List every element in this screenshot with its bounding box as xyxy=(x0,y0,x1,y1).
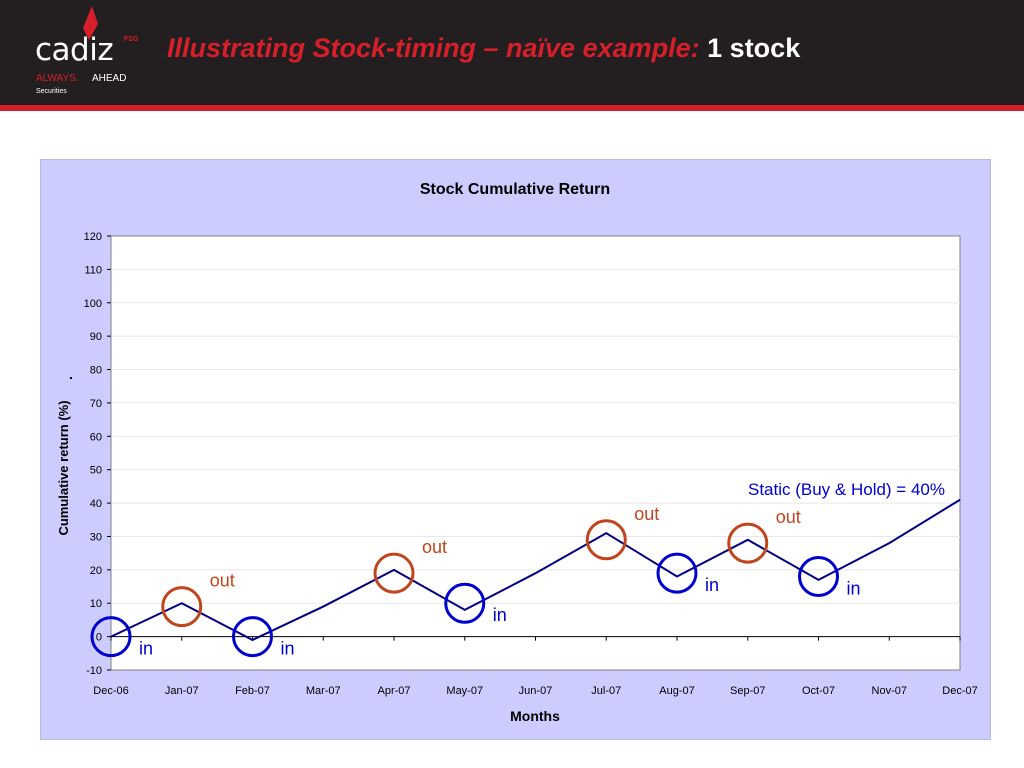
x-tick-label: Dec-07 xyxy=(942,685,977,697)
x-tick-label: Apr-07 xyxy=(377,685,410,697)
out-signal-circle xyxy=(161,586,203,628)
y-tick-label: 60 xyxy=(90,431,102,443)
buy-hold-note: Static (Buy & Hold) = 40% xyxy=(748,480,945,499)
y-axis-label: Cumulative return (%) xyxy=(56,400,71,535)
slide-title-white: 1 stock xyxy=(707,33,801,63)
in-signal-label: in xyxy=(281,639,295,659)
out-signal-label: out xyxy=(422,537,447,557)
flame-icon xyxy=(83,6,98,40)
x-tick-label: Feb-07 xyxy=(235,685,270,697)
y-axis-label-mark: . xyxy=(59,376,75,380)
logo-always: ALWAYS. xyxy=(36,73,79,84)
stock-return-chart: -10 0 10 20 30 40 50 60 70 80 90 100 110 120 Dec-06 Jan… xyxy=(56,181,978,724)
slide-title: Illustrating Stock-timing – naïve exampl… xyxy=(167,33,800,64)
out-signal-label: out xyxy=(776,507,801,527)
chart-panel: -10 0 10 20 30 40 50 60 70 80 90 100 110 120 Dec-06 Jan… xyxy=(40,159,991,740)
in-signal-label: in xyxy=(847,579,861,599)
y-tick-label: 30 xyxy=(90,531,102,543)
x-tick-label: Jul-07 xyxy=(591,685,621,697)
x-tick-label: Nov-07 xyxy=(872,685,907,697)
y-tick-label: 80 xyxy=(90,365,102,377)
in-signal-label: in xyxy=(705,575,719,595)
x-tick-label: Jun-07 xyxy=(519,685,553,697)
y-tick-label: -10 xyxy=(86,665,102,677)
in-signal-circle xyxy=(656,552,698,594)
in-signal-circle xyxy=(444,582,486,624)
out-signal-circle xyxy=(585,519,627,561)
logo-securities: Securities xyxy=(36,88,67,95)
y-tick-label: 10 xyxy=(90,598,102,610)
cadiz-logo: cadiz FSG ALWAYS. AHEAD Securities xyxy=(35,6,165,101)
y-tick-label: 100 xyxy=(84,298,102,310)
y-tick-label: 70 xyxy=(90,398,102,410)
in-signal-label: in xyxy=(139,639,153,659)
y-tick-label: 20 xyxy=(90,565,102,577)
in-signal-circle xyxy=(232,616,273,658)
in-signal-circle xyxy=(90,616,132,658)
y-tick-label: 50 xyxy=(90,465,102,477)
plot-area xyxy=(110,235,961,671)
out-signal-circle xyxy=(727,522,769,564)
x-tick-label: May-07 xyxy=(446,685,483,697)
x-tick-label: Jan-07 xyxy=(165,685,199,697)
logo-ahead: AHEAD xyxy=(92,73,127,84)
x-tick-label: Aug-07 xyxy=(659,685,694,697)
y-tick-label: 0 xyxy=(96,632,102,644)
chart-title: Stock Cumulative Return xyxy=(420,181,610,198)
x-tick-label: Dec-06 xyxy=(93,685,128,697)
out-signal-label: out xyxy=(210,571,235,591)
y-tick-label: 110 xyxy=(84,264,102,276)
logo-fsg: FSG xyxy=(124,36,139,43)
in-signal-circle xyxy=(798,556,839,598)
x-axis-label: Months xyxy=(510,708,560,724)
out-signal-circle xyxy=(373,552,415,594)
y-tick-label: 90 xyxy=(90,331,102,343)
slide-header: cadiz FSG ALWAYS. AHEAD Securities Illus… xyxy=(0,0,1024,105)
in-signal-label: in xyxy=(493,605,507,625)
y-tick-label: 40 xyxy=(90,498,102,510)
header-red-rule xyxy=(0,105,1024,111)
x-tick-label: Sep-07 xyxy=(730,685,765,697)
logo-word: cadiz xyxy=(35,32,114,68)
x-tick-label: Mar-07 xyxy=(306,685,341,697)
out-signal-label: out xyxy=(634,504,659,524)
x-tick-label: Oct-07 xyxy=(802,685,835,697)
slide-title-red: Illustrating Stock-timing – naïve exampl… xyxy=(167,33,700,63)
y-tick-label: 120 xyxy=(84,231,102,243)
